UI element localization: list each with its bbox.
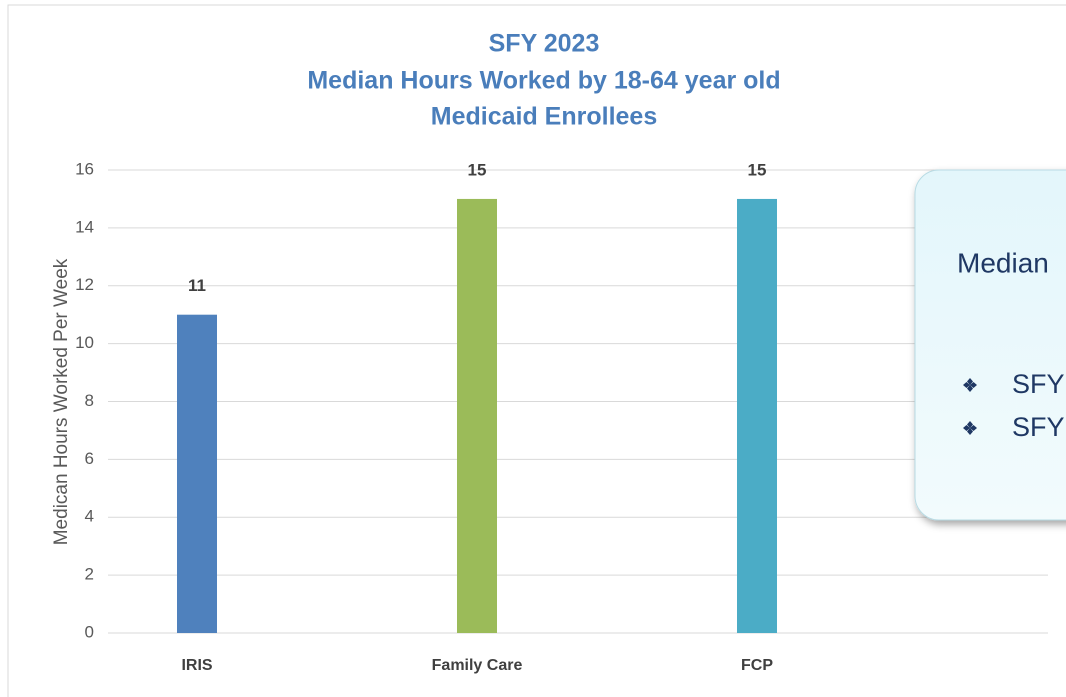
callout — [914, 169, 1066, 521]
y-tick-label: 4 — [85, 507, 94, 526]
y-tick-label: 14 — [75, 217, 94, 236]
y-tick-label: 16 — [75, 159, 94, 178]
chart-title: SFY 2023 Median Hours Worked by 18-64 ye… — [307, 30, 780, 131]
x-tick-label: FCP — [741, 657, 773, 674]
bar — [737, 198, 777, 633]
x-tick-label: IRIS — [181, 657, 212, 674]
bar — [177, 314, 217, 633]
bar — [457, 198, 497, 633]
y-tick-label: 2 — [85, 565, 94, 584]
data-label: 15 — [748, 160, 767, 179]
title-line: Median Hours Worked by 18-64 year old — [307, 67, 780, 95]
y-tick-label: 10 — [75, 333, 94, 352]
callout-bullet: SFY — [1012, 369, 1065, 399]
callout-heading: Median — [957, 247, 1049, 278]
y-tick-label: 6 — [85, 449, 94, 468]
title-line: SFY 2023 — [489, 30, 600, 58]
y-axis-label: Medican Hours Worked Per Week — [51, 258, 72, 545]
callout-bullet: SFY — [1012, 412, 1065, 442]
x-tick-label: Family Care — [432, 657, 523, 674]
callout-box — [914, 169, 1066, 521]
y-tick-label: 0 — [85, 622, 94, 641]
y-tick-label: 8 — [85, 391, 94, 410]
data-label: 11 — [188, 276, 206, 295]
data-label: 15 — [468, 160, 487, 179]
y-tick-label: 12 — [75, 275, 94, 294]
chart-border — [7, 4, 1066, 697]
title-line: Medicaid Enrollees — [431, 103, 657, 131]
plot-area: 0 2 4 6 8 10 12 14 16 IRIS 11 Family Care 15 FCP 15 — [75, 159, 1048, 674]
